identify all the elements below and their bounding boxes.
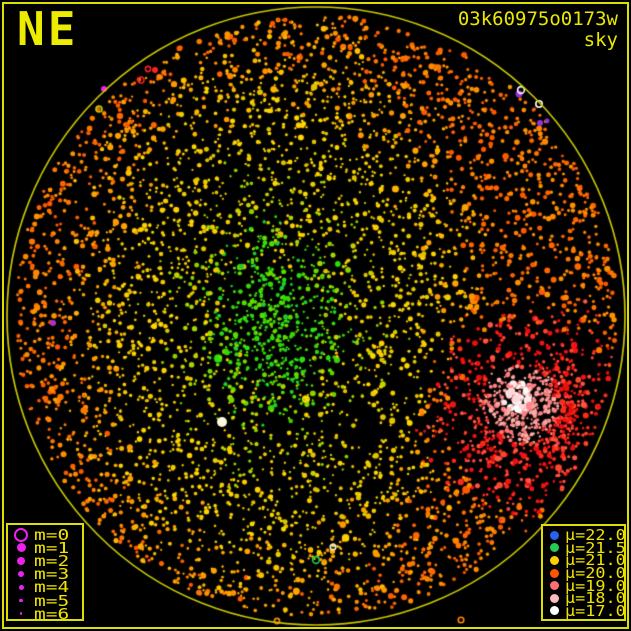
brightness-color-icon	[543, 530, 565, 540]
legend-row: m=6	[8, 604, 82, 623]
legend-label: μ=21.5	[565, 538, 626, 557]
brightness-color-icon	[543, 593, 565, 603]
legend-label: μ=17.0	[565, 601, 626, 620]
brightness-color-icon	[543, 606, 565, 616]
legend-row: μ=21.5	[543, 538, 626, 557]
legend-label: m=1	[34, 538, 70, 557]
magnitude-marker-icon	[8, 598, 34, 603]
legend-row: m=2	[8, 551, 82, 570]
legend-label: m=5	[34, 591, 70, 610]
magnitude-marker-icon	[8, 543, 34, 553]
brightness-color-icon	[543, 568, 565, 578]
legend-label: μ=22.0	[565, 526, 626, 545]
legend-row: m=1	[8, 538, 82, 557]
legend-row: m=3	[8, 565, 82, 584]
legend-label: μ=18.0	[565, 589, 626, 608]
legend-label: m=3	[34, 565, 70, 584]
magnitude-marker-icon	[8, 527, 34, 542]
magnitude-marker-icon	[8, 556, 34, 565]
legend-label: m=4	[34, 578, 70, 597]
plot-subtitle: sky	[583, 29, 618, 51]
legend-row: μ=18.0	[543, 589, 626, 608]
legend-row: m=4	[8, 578, 82, 597]
legend-label: m=2	[34, 551, 70, 570]
legend-label: μ=20.0	[565, 564, 626, 583]
brightness-color-icon	[543, 543, 565, 553]
legend-label: m=0	[34, 525, 70, 544]
brightness-color-icon	[543, 555, 565, 565]
plot-title: 03k60975o0173w	[457, 8, 618, 30]
legend-label: μ=21.0	[565, 551, 626, 570]
magnitude-size-legend: m=0 m=1 m=2 m=3 m=4 m=5 m=6	[6, 523, 84, 621]
legend-row: μ=21.0	[543, 551, 626, 570]
magnitude-marker-icon	[8, 570, 34, 578]
legend-row: m=5	[8, 591, 82, 610]
legend-row: μ=17.0	[543, 601, 626, 620]
legend-row: μ=22.0	[543, 526, 626, 545]
legend-row: μ=20.0	[543, 564, 626, 583]
legend-row: m=0	[8, 525, 82, 544]
legend-label: μ=19.0	[565, 576, 626, 595]
brightness-color-icon	[543, 581, 565, 591]
magnitude-marker-icon	[8, 584, 34, 590]
legend-label: m=6	[34, 604, 70, 623]
orientation-label: NE	[17, 2, 79, 56]
magnitude-marker-icon	[8, 612, 34, 615]
legend-row: μ=19.0	[543, 576, 626, 595]
brightness-color-legend: μ=22.0 μ=21.5 μ=21.0 μ=20.0 μ=19.0 μ=18.…	[541, 524, 626, 621]
